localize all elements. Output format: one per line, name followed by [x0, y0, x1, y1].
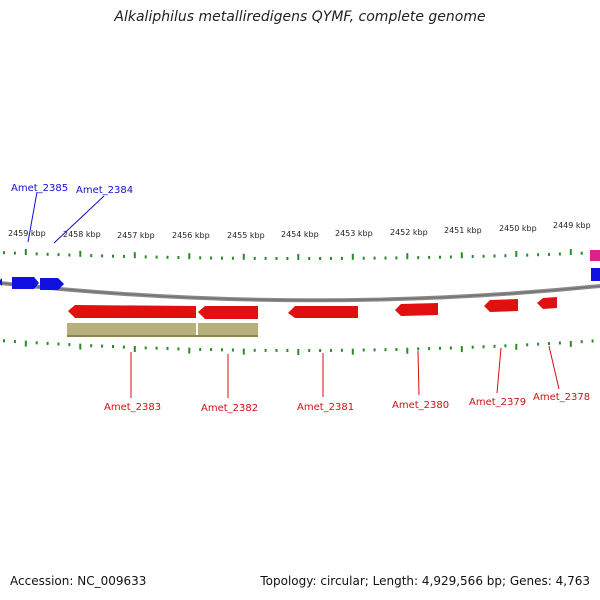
gene-arrow-reverse[interactable] — [198, 306, 258, 319]
inner-tick-row — [3, 339, 594, 355]
gene-arrow-forward[interactable] — [12, 277, 39, 289]
map-title: Alkaliphilus metalliredigens QYMF, compl… — [114, 9, 486, 25]
gene-label[interactable]: Amet_2384 — [76, 185, 133, 196]
gene-arrow-forward[interactable] — [0, 278, 2, 286]
gene-label[interactable]: Amet_2381 — [297, 402, 354, 413]
kbp-label: 2452 kbp — [390, 228, 428, 237]
gene-label[interactable]: Amet_2383 — [104, 402, 161, 413]
genome-summary-text: Topology: circular; Length: 4,929,566 bp… — [260, 574, 590, 588]
kbp-label: 2450 kbp — [499, 224, 537, 233]
kbp-label: 2456 kbp — [172, 231, 210, 240]
leader-line — [417, 350, 420, 396]
gene-label[interactable]: Amet_2385 — [11, 183, 68, 194]
kbp-label: 2453 kbp — [335, 229, 373, 238]
kbp-label: 2459 kbp — [8, 229, 46, 238]
gene-label[interactable]: Amet_2378 — [533, 392, 590, 403]
kbp-label: 2451 kbp — [444, 226, 482, 235]
leader-line — [53, 195, 105, 244]
gene-arrow-reverse[interactable] — [395, 303, 438, 316]
leader-line — [496, 347, 502, 394]
gene-label[interactable]: Amet_2380 — [392, 400, 449, 411]
gene-forward-edge[interactable] — [591, 268, 600, 281]
leader-line — [548, 345, 560, 390]
gene-arrow-reverse[interactable] — [68, 305, 196, 318]
reverse-cds-band[interactable] — [198, 323, 258, 337]
outer-tick-row — [3, 249, 594, 260]
leader-line — [27, 191, 38, 243]
reverse-cds-band[interactable] — [67, 323, 196, 337]
gene-arrow-forward[interactable] — [40, 278, 64, 290]
kbp-label: 2454 kbp — [281, 230, 319, 239]
feature-pink[interactable] — [590, 250, 600, 261]
gene-label[interactable]: Amet_2379 — [469, 397, 526, 408]
gene-arrow-reverse[interactable] — [288, 306, 358, 318]
gene-arrow-reverse[interactable] — [537, 297, 557, 309]
kbp-label: 2458 kbp — [63, 230, 101, 239]
kbp-label: 2449 kbp — [553, 221, 591, 230]
kbp-label: 2457 kbp — [117, 231, 155, 240]
kbp-label: 2455 kbp — [227, 231, 265, 240]
gene-label[interactable]: Amet_2382 — [201, 403, 258, 414]
gene-arrow-reverse[interactable] — [484, 299, 518, 312]
accession-text: Accession: NC_009633 — [10, 574, 147, 588]
